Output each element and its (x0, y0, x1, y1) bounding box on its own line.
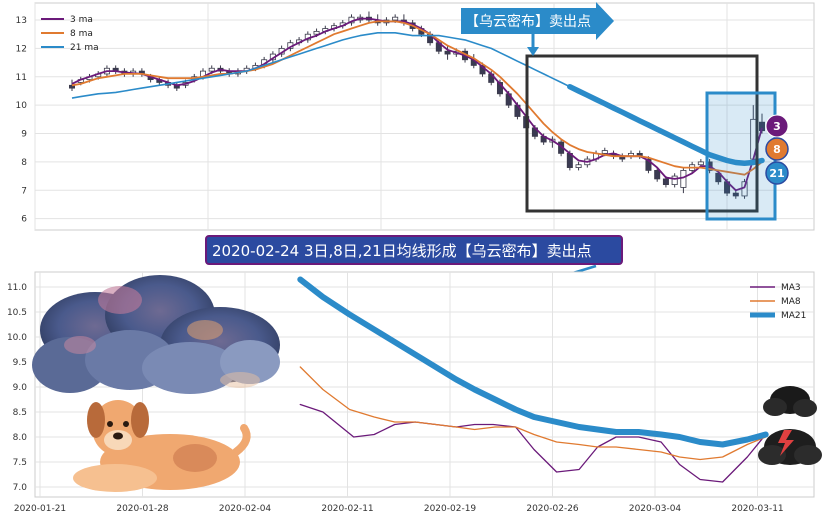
candle-body (313, 30, 320, 35)
top-y-tick-label: 13 (16, 16, 27, 26)
down-arrow-icon (527, 34, 539, 56)
legend-8ma: 8 ma (70, 29, 93, 39)
top-ma-lines (71, 17, 765, 192)
candle-body (208, 67, 215, 72)
candle-body (662, 178, 669, 186)
bottom-y-tick-label: 7.0 (13, 483, 28, 493)
top-y-tick-label: 9 (21, 130, 27, 140)
legend-MA3: MA3 (781, 283, 801, 293)
top-legend: 3 ma 8 ma 21 ma (41, 15, 99, 53)
top-series-8ma (71, 20, 763, 176)
dark-storm-icon (758, 386, 822, 465)
highlight-box (705, 91, 777, 221)
candle-body (715, 172, 722, 183)
bottom-series-MA3 (299, 403, 767, 483)
bottom-x-tick-label: 2020-02-11 (321, 504, 373, 514)
top-candlestick-panel: 6 7 8 9 10 11 12 13 3 ma 8 ma 21 ma 【乌云密布】卖出点 (16, 2, 815, 231)
bottom-y-tick-label: 11.0 (7, 283, 27, 293)
legend-3ma: 3 ma (70, 15, 93, 25)
legend-MA8: MA8 (781, 297, 801, 307)
candle-body (671, 175, 678, 185)
candle-body (645, 158, 652, 171)
bottom-y-tick-label: 7.5 (13, 458, 27, 468)
top-y-tick-label: 10 (16, 101, 28, 111)
bottom-x-tick-label: 2020-02-26 (526, 504, 579, 514)
bottom-y-tick-label: 10.0 (7, 333, 27, 343)
bottom-ma-lines (297, 276, 769, 483)
top-y-tick-label: 12 (16, 44, 27, 54)
candle-body (732, 192, 739, 197)
caption-box: 2020-02-24 3日,8日,21日均线形成【乌云密布】卖出点 (205, 235, 623, 265)
candle-body (575, 164, 582, 168)
bottom-y-tick-label: 8.5 (13, 408, 27, 418)
badge-21: 21 (769, 167, 784, 180)
bottom-series-MA21 (297, 276, 769, 448)
ma-badges: 3 8 21 (765, 114, 789, 185)
candle-body (680, 170, 687, 188)
badge-8: 8 (773, 143, 781, 156)
bottom-y-tick-label: 9.5 (13, 358, 27, 368)
banner-text: 【乌云密布】卖出点 (465, 13, 591, 30)
bottom-legend: MA3 MA8 MA21 (750, 283, 806, 321)
top-y-tick-label: 7 (21, 186, 27, 196)
bottom-x-tick-label: 2020-02-19 (424, 504, 477, 514)
candle-body (444, 50, 451, 55)
banner-arrow: 【乌云密布】卖出点 (461, 2, 614, 40)
bottom-x-tick-label: 2020-01-28 (116, 504, 169, 514)
legend-MA21: MA21 (781, 311, 806, 321)
top-y-tick-label: 6 (21, 215, 27, 225)
candle-body (601, 150, 608, 154)
top-y-tick-label: 11 (16, 73, 27, 83)
badge-3: 3 (773, 120, 781, 133)
candle-body (654, 170, 661, 180)
bottom-y-tick-label: 8.0 (13, 433, 28, 443)
bottom-y-tick-label: 9.0 (13, 383, 28, 393)
top-series-3ma (71, 17, 763, 192)
analysis-box (525, 54, 759, 213)
top-y-tick-label: 8 (21, 158, 27, 168)
bottom-x-tick-label: 2020-03-04 (629, 504, 682, 514)
legend-21ma: 21 ma (70, 43, 99, 53)
bottom-y-axis: 7.0 7.5 8.0 8.5 9.0 9.5 10.0 10.5 11.0 (7, 283, 27, 493)
bottom-x-tick-label: 2020-01-21 (14, 504, 66, 514)
candle-body (392, 16, 399, 21)
bottom-y-tick-label: 10.5 (7, 308, 27, 318)
top-y-axis: 6 7 8 9 10 11 12 13 (16, 16, 28, 225)
bottom-x-axis: 2020-01-21 2020-01-28 2020-02-04 2020-02-11… (14, 504, 784, 514)
bottom-x-tick-label: 2020-02-04 (219, 504, 272, 514)
candle-body (697, 161, 704, 166)
dog-icon (73, 400, 251, 492)
top-21ma-emphasis (567, 83, 765, 167)
storm-cloud-icon (32, 275, 280, 394)
caption-text: 2020-02-24 3日,8日,21日均线形成【乌云密布】卖出点 (212, 242, 592, 260)
bottom-x-tick-label: 2020-03-11 (731, 504, 783, 514)
bottom-series-MA8 (299, 366, 767, 461)
bottom-line-panel: 7.0 7.5 8.0 8.5 9.0 9.5 10.0 10.5 11.0 2020-01-2… (7, 271, 822, 514)
